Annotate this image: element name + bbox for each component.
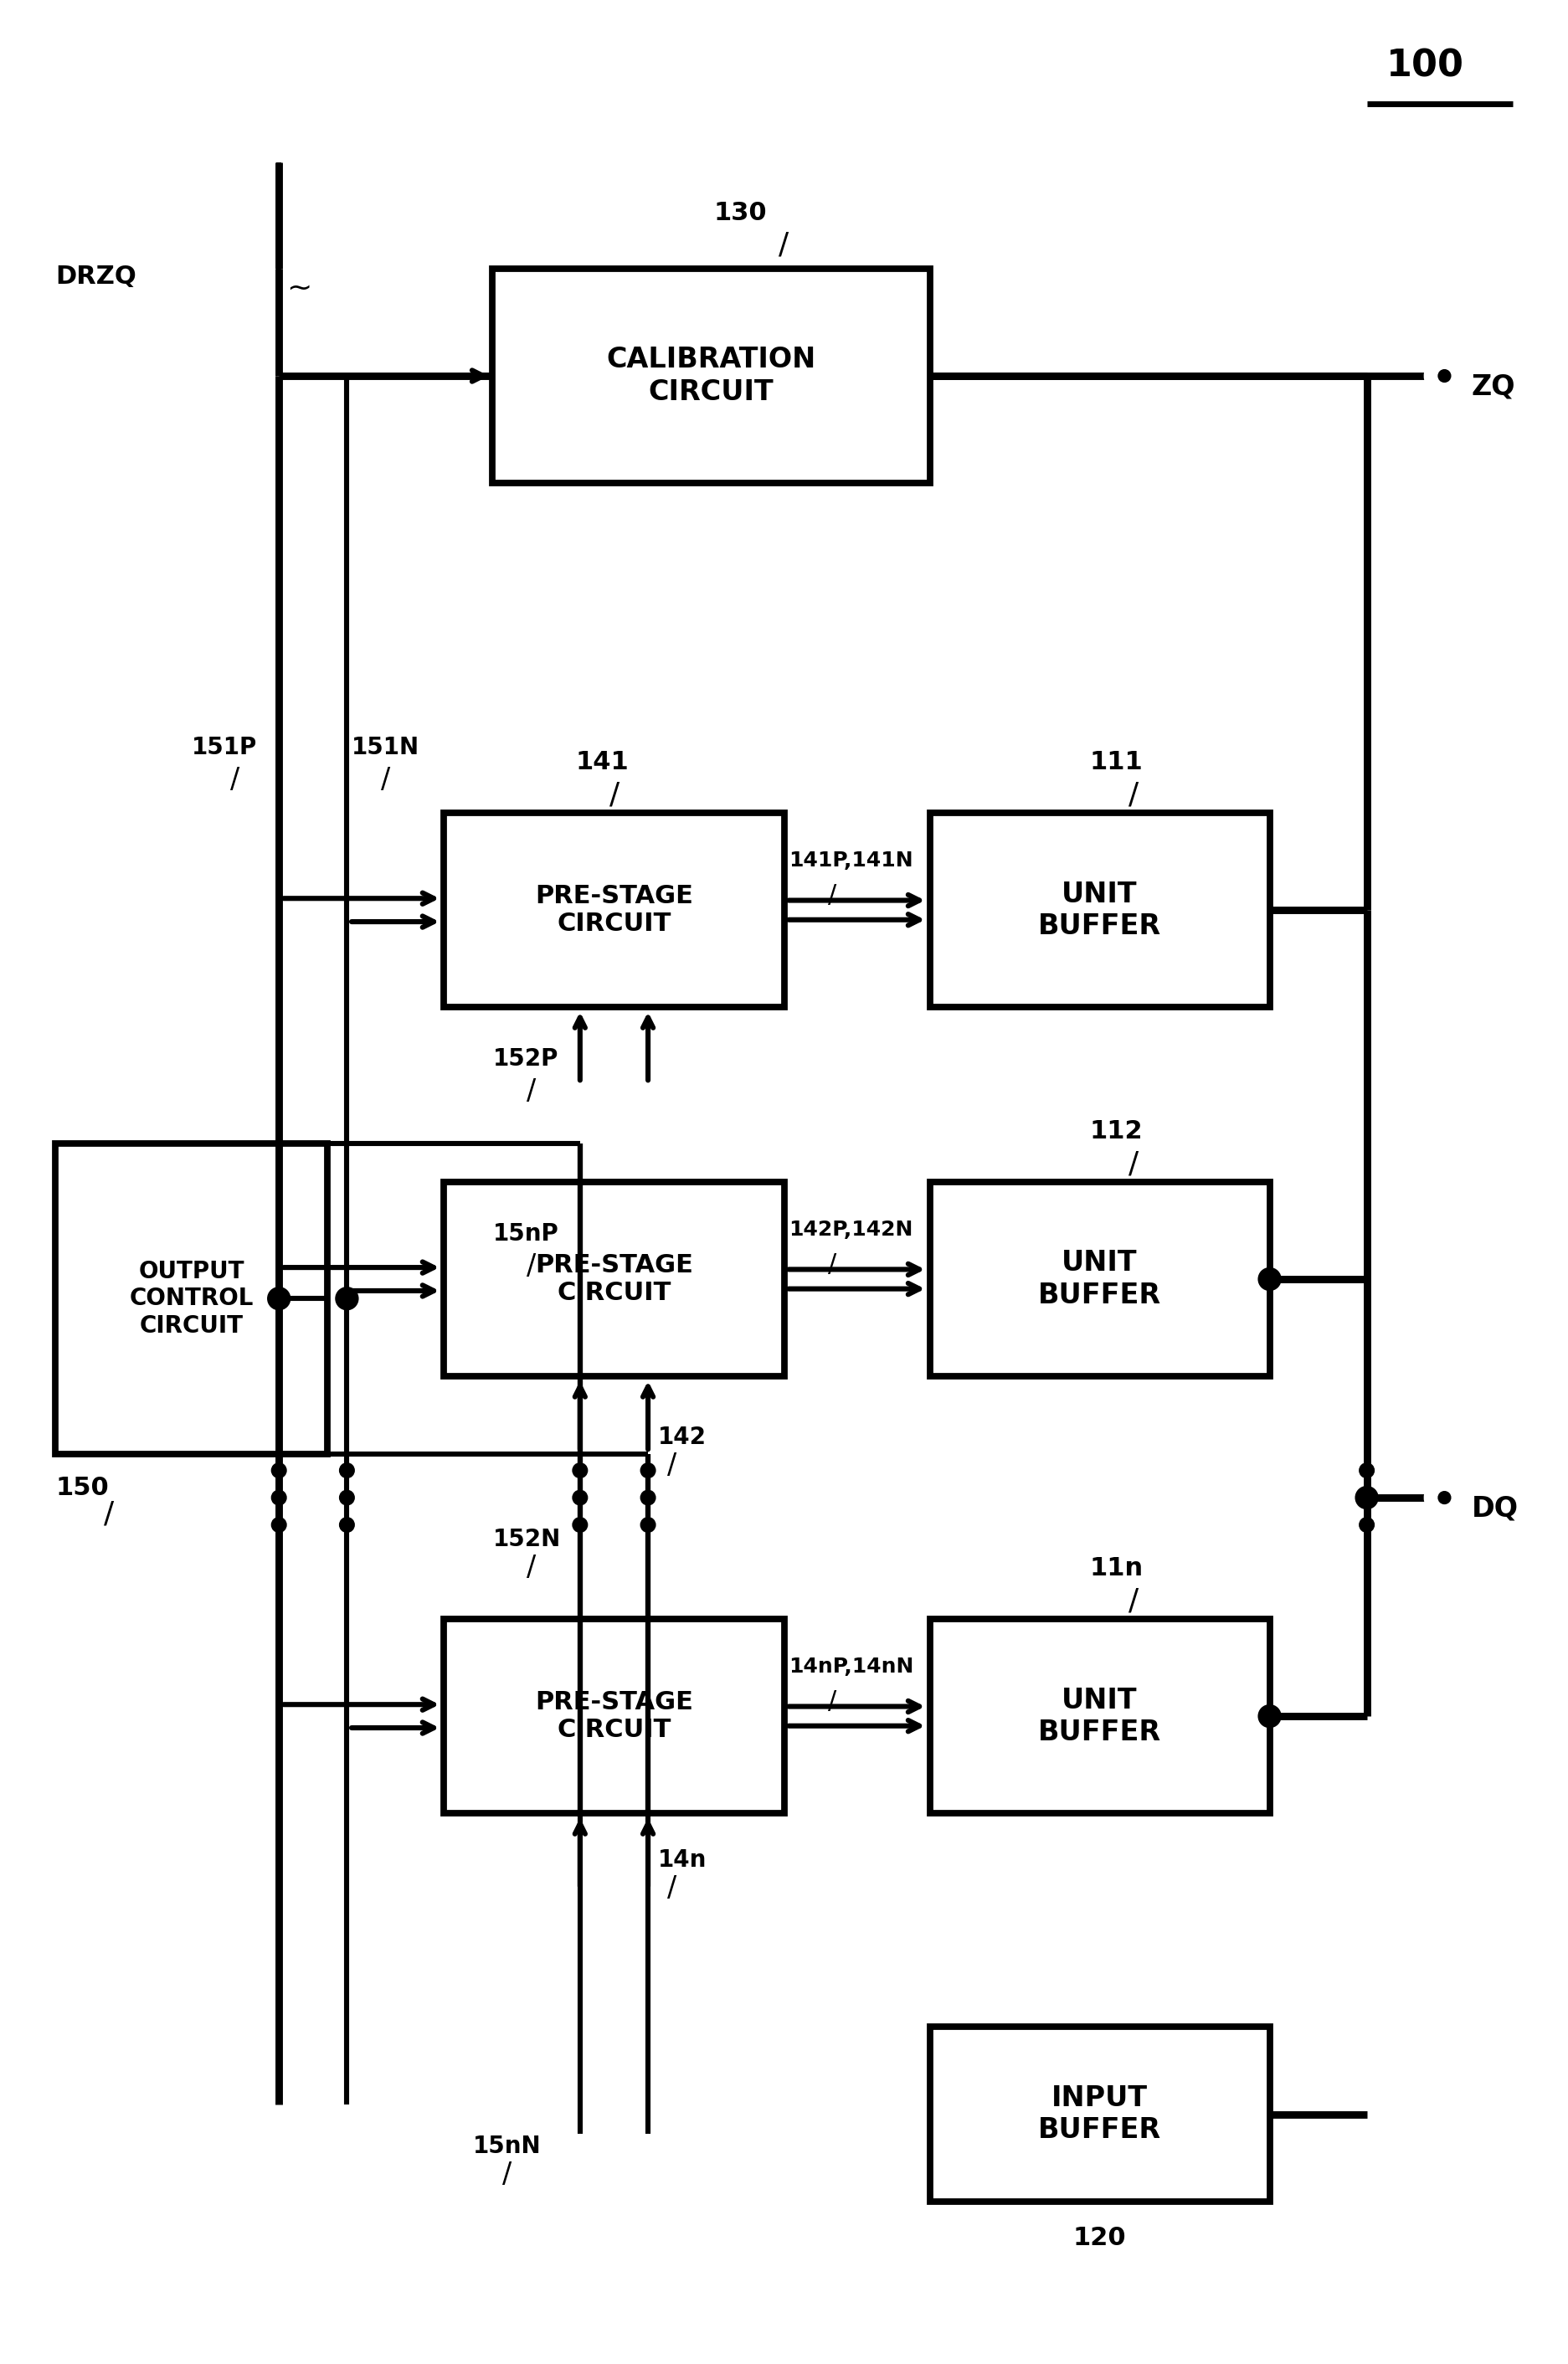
Text: /: / [828, 1253, 836, 1277]
Text: 141: 141 [575, 749, 629, 775]
Text: /: / [779, 232, 789, 260]
Text: 15nN: 15nN [474, 2135, 541, 2158]
Text: /: / [1129, 1149, 1138, 1177]
Text: /: / [1129, 780, 1138, 808]
Circle shape [574, 1492, 586, 1504]
Circle shape [273, 1463, 285, 1478]
Circle shape [641, 1518, 655, 1532]
Text: CALIBRATION
CIRCUIT: CALIBRATION CIRCUIT [607, 345, 815, 407]
Circle shape [340, 1518, 354, 1532]
Circle shape [336, 1288, 358, 1310]
Circle shape [340, 1463, 354, 1478]
Text: /: / [610, 780, 619, 808]
Text: 111: 111 [1090, 749, 1143, 775]
Text: DQ: DQ [1472, 1494, 1518, 1522]
Text: /: / [381, 766, 390, 794]
Circle shape [1359, 1463, 1374, 1478]
Text: 130: 130 [713, 201, 767, 225]
Text: /: / [668, 1451, 677, 1480]
Text: 152P: 152P [492, 1047, 558, 1071]
Text: PRE-STAGE
CIRCUIT: PRE-STAGE CIRCUIT [535, 1690, 693, 1742]
Text: 11n: 11n [1090, 1556, 1143, 1582]
Text: /: / [527, 1253, 536, 1281]
Circle shape [1427, 1480, 1461, 1515]
Text: /: / [1129, 1586, 1138, 1615]
Text: OUTPUT
CONTROL
CIRCUIT: OUTPUT CONTROL CIRCUIT [130, 1260, 254, 1338]
Text: /: / [668, 1875, 677, 1901]
Text: 151P: 151P [191, 735, 257, 759]
Bar [444, 1619, 784, 1813]
Bar [444, 813, 784, 1007]
Text: /: / [103, 1499, 114, 1527]
Circle shape [1427, 359, 1461, 392]
Text: /: / [230, 766, 240, 794]
Bar [55, 1144, 328, 1454]
Bar [930, 813, 1270, 1007]
Circle shape [574, 1463, 586, 1478]
Circle shape [574, 1518, 586, 1532]
Text: 150: 150 [55, 1475, 108, 1499]
Text: 142: 142 [657, 1425, 706, 1449]
Text: /: / [527, 1078, 536, 1106]
Bar [930, 2026, 1270, 2201]
Text: ~: ~ [287, 274, 312, 303]
Bar [930, 1619, 1270, 1813]
Text: INPUT
BUFFER: INPUT BUFFER [1038, 2085, 1162, 2144]
Circle shape [273, 1518, 285, 1532]
Circle shape [273, 1492, 285, 1504]
Text: DRZQ: DRZQ [55, 265, 136, 288]
Circle shape [1356, 1487, 1377, 1508]
Text: ZQ: ZQ [1472, 374, 1516, 400]
Bar [930, 1182, 1270, 1376]
Text: PRE-STAGE
CIRCUIT: PRE-STAGE CIRCUIT [535, 1253, 693, 1305]
Bar [492, 269, 930, 482]
Text: 141P,141N: 141P,141N [789, 851, 913, 870]
Text: 14nP,14nN: 14nP,14nN [789, 1657, 914, 1676]
Circle shape [1439, 371, 1450, 381]
Circle shape [641, 1492, 655, 1504]
Text: 15nP: 15nP [492, 1222, 558, 1246]
Circle shape [1439, 1492, 1450, 1504]
Circle shape [340, 1492, 354, 1504]
Circle shape [1259, 1704, 1281, 1726]
Bar [444, 1182, 784, 1376]
Text: UNIT
BUFFER: UNIT BUFFER [1038, 1248, 1162, 1310]
Text: 120: 120 [1073, 2227, 1126, 2251]
Text: UNIT
BUFFER: UNIT BUFFER [1038, 879, 1162, 941]
Text: /: / [527, 1553, 536, 1582]
Text: /: / [828, 884, 836, 908]
Text: /: / [502, 2161, 511, 2189]
Circle shape [641, 1463, 655, 1478]
Circle shape [1259, 1269, 1281, 1291]
Text: PRE-STAGE
CIRCUIT: PRE-STAGE CIRCUIT [535, 884, 693, 936]
Circle shape [1359, 1492, 1374, 1504]
Circle shape [1359, 1518, 1374, 1532]
Text: 142P,142N: 142P,142N [789, 1220, 913, 1239]
Text: 100: 100 [1386, 50, 1465, 85]
Text: /: / [828, 1690, 836, 1714]
Text: 14n: 14n [657, 1849, 707, 1872]
Text: 112: 112 [1090, 1118, 1143, 1144]
Text: UNIT
BUFFER: UNIT BUFFER [1038, 1686, 1162, 1747]
Circle shape [268, 1288, 290, 1310]
Text: 152N: 152N [492, 1527, 561, 1551]
Text: 151N: 151N [351, 735, 420, 759]
